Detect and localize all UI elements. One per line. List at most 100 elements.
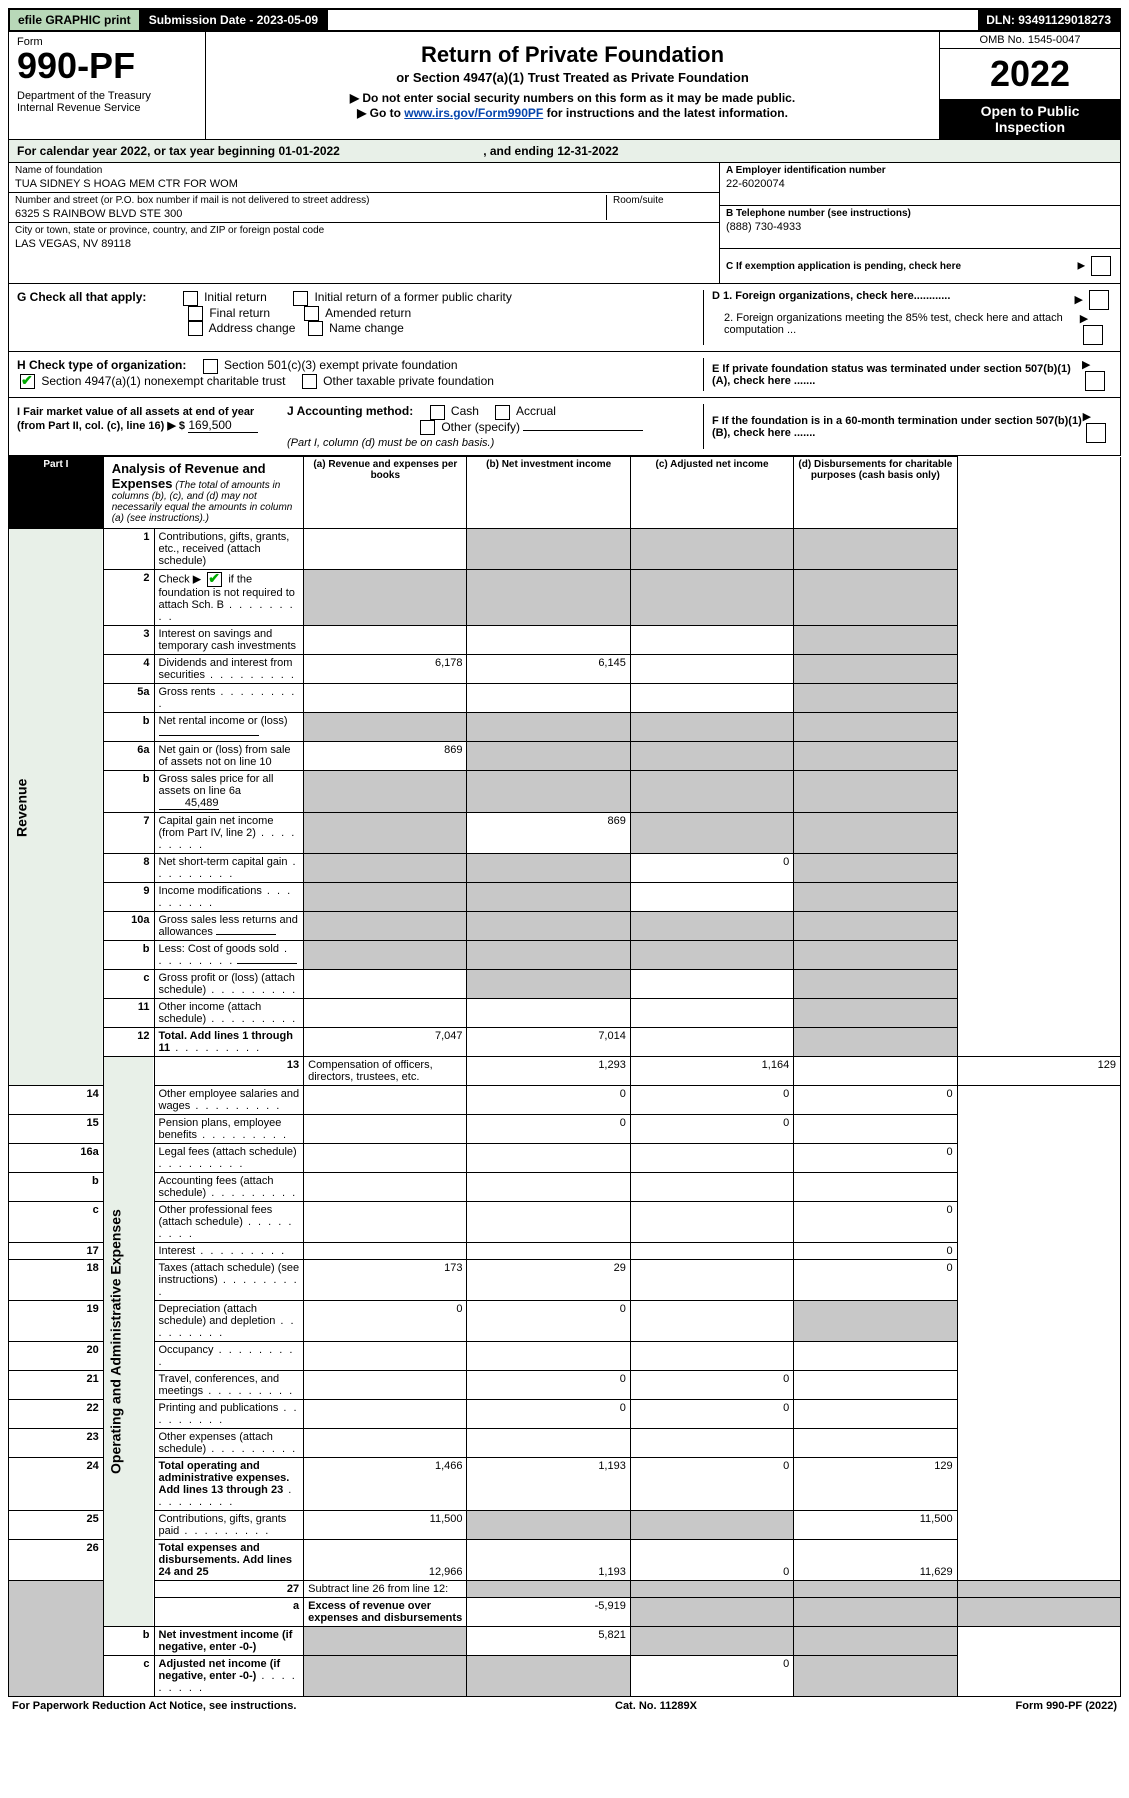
part1-title-cell: Analysis of Revenue and Expenses (The to… [103, 457, 303, 529]
h-other-chk[interactable] [302, 374, 317, 389]
col-c: (c) Adjusted net income [630, 457, 793, 529]
j-cash-chk[interactable] [430, 405, 445, 420]
ln: 9 [103, 883, 154, 912]
h-4947-chk[interactable] [20, 374, 35, 389]
ln23: Other expenses (attach schedule) [154, 1429, 304, 1458]
ein-val: 22-6020074 [726, 178, 1114, 190]
ln10b-txt: Less: Cost of goods sold [159, 943, 279, 955]
name-cell: Name of foundation TUA SIDNEY S HOAG MEM… [9, 163, 719, 193]
d2-chk[interactable] [1083, 325, 1103, 345]
ln14-b: 0 [467, 1086, 630, 1115]
ln16a-d: 0 [794, 1144, 957, 1173]
phone-val: (888) 730-4933 [726, 221, 1114, 233]
j-other-field[interactable] [523, 430, 643, 431]
ln: 18 [9, 1260, 104, 1301]
g-amended-chk[interactable] [304, 306, 319, 321]
exemption-label: C If exemption application is pending, c… [726, 261, 961, 272]
addr-cell: Number and street (or P.O. box number if… [9, 193, 719, 223]
g-initial-former-chk[interactable] [293, 291, 308, 306]
ln27b: Net investment income (if negative, ente… [154, 1627, 304, 1656]
ln15-b: 0 [467, 1115, 630, 1144]
g-initial-return-chk[interactable] [183, 291, 198, 306]
g-final-return-chk[interactable] [188, 306, 203, 321]
ln16c: Other professional fees (attach schedule… [154, 1202, 304, 1243]
e-chk[interactable] [1085, 371, 1105, 391]
h-o1: Section 501(c)(3) exempt private foundat… [224, 358, 457, 372]
ln27: Subtract line 26 from line 12: [304, 1581, 467, 1598]
subdate-label: Submission Date - [149, 13, 257, 27]
j-label: J Accounting method: [287, 404, 413, 418]
cal-pre: For calendar year 2022, or tax year begi… [17, 144, 278, 158]
g-address-chk[interactable] [188, 321, 203, 336]
ln5a: Gross rents [154, 684, 304, 713]
ln22-txt: Printing and publications [159, 1402, 279, 1414]
g-o1: Initial return [204, 290, 267, 304]
f-chk[interactable] [1086, 423, 1106, 443]
ln2-desc: Check ▶ if the foundation is not require… [154, 570, 304, 626]
ln20: Occupancy [154, 1342, 304, 1371]
d1-chk[interactable] [1089, 290, 1109, 310]
ln9-txt: Income modifications [159, 885, 262, 897]
note1: ▶ Do not enter social security numbers o… [218, 91, 927, 105]
ln: 12 [103, 1028, 154, 1057]
expenses-side: Operating and Administrative Expenses [103, 1057, 154, 1627]
ln10b-field[interactable] [237, 963, 297, 964]
ln: 17 [9, 1243, 104, 1260]
note2: ▶ Go to www.irs.gov/Form990PF for instru… [218, 106, 927, 120]
ln2-chk[interactable] [207, 572, 222, 587]
h-501c3-chk[interactable] [203, 359, 218, 374]
dln-val: 93491129018273 [1018, 13, 1111, 27]
top-bar: efile GRAPHIC print Submission Date - 20… [8, 8, 1121, 32]
ln: 1 [103, 529, 154, 570]
ln: 16a [9, 1144, 104, 1173]
ln: 4 [103, 655, 154, 684]
ln4: Dividends and interest from securities [154, 655, 304, 684]
ln1-b [467, 529, 630, 570]
ln: 20 [9, 1342, 104, 1371]
ln10a: Gross sales less returns and allowances [154, 912, 304, 941]
calendar-year-row: For calendar year 2022, or tax year begi… [8, 140, 1121, 163]
ln14-c: 0 [630, 1086, 793, 1115]
g-name-chk[interactable] [308, 321, 323, 336]
part1-table: Part I Analysis of Revenue and Expenses … [8, 456, 1121, 1697]
ln8-c: 0 [630, 854, 793, 883]
ln25-a: 11,500 [304, 1511, 467, 1540]
cal-mid: , and ending [483, 144, 557, 158]
ln10a-field[interactable] [216, 934, 276, 935]
ln8-txt: Net short-term capital gain [159, 856, 288, 868]
ln26-d: 11,629 [794, 1540, 957, 1581]
col-a: (a) Revenue and expenses per books [304, 457, 467, 529]
ln6b: Gross sales price for all assets on line… [154, 771, 304, 813]
ln22: Printing and publications [154, 1400, 304, 1429]
section-i: I Fair market value of all assets at end… [17, 404, 703, 449]
h-o3: Other taxable private foundation [323, 374, 494, 388]
note2-pre: ▶ Go to [357, 106, 404, 120]
ln21-b: 0 [467, 1371, 630, 1400]
ln3: Interest on savings and temporary cash i… [154, 626, 304, 655]
section-h-e: H Check type of organization: Section 50… [8, 352, 1121, 398]
part1-label: Part I [9, 457, 104, 529]
irs-link[interactable]: www.irs.gov/Form990PF [404, 106, 543, 120]
d2: 2. Foreign organizations meeting the 85%… [712, 312, 1080, 345]
ln: 7 [103, 813, 154, 854]
ln19-b: 0 [467, 1301, 630, 1342]
form-number: 990-PF [17, 48, 197, 84]
ln5b-field[interactable] [159, 735, 259, 736]
c-checkbox[interactable] [1091, 256, 1111, 276]
j-other-chk[interactable] [420, 420, 435, 435]
ln11: Other income (attach schedule) [154, 999, 304, 1028]
ln5b: Net rental income or (loss) [154, 713, 304, 742]
header-center: Return of Private Foundation or Section … [206, 32, 939, 139]
submission-date: Submission Date - 2023-05-09 [141, 10, 328, 30]
col-b: (b) Net investment income [467, 457, 630, 529]
ln24-txt: Total operating and administrative expen… [159, 1460, 290, 1496]
section-h: H Check type of organization: Section 50… [17, 358, 703, 391]
ln13-a: 1,293 [467, 1057, 630, 1086]
ln8: Net short-term capital gain [154, 854, 304, 883]
header-right: OMB No. 1545-0047 2022 Open to Public In… [939, 32, 1120, 139]
ln13: Compensation of officers, directors, tru… [304, 1057, 467, 1086]
ln: c [103, 1656, 154, 1697]
section-d: D 1. Foreign organizations, check here..… [703, 290, 1112, 345]
j-other: Other (specify) [441, 420, 520, 434]
j-accrual-chk[interactable] [495, 405, 510, 420]
